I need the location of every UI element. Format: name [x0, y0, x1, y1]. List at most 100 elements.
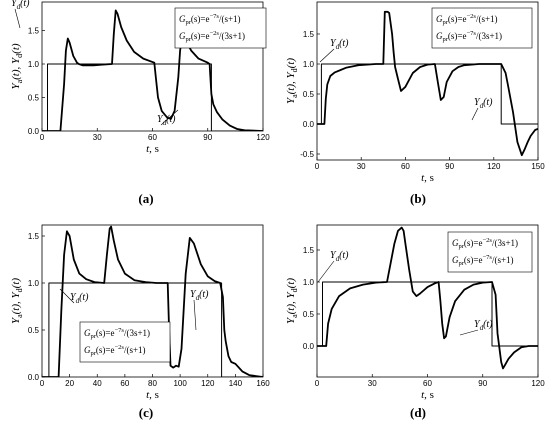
x-tick-label: 0 [315, 162, 320, 171]
annotation-leader [459, 329, 479, 336]
y-label-subscript: d [15, 288, 24, 292]
y-axis-label: Ya(t), Yd(t) [10, 278, 24, 324]
x-tick-label: 100 [173, 379, 187, 388]
x-tick-label: 90 [203, 133, 212, 142]
series-line-yd [42, 282, 263, 377]
y-label-symbol: Y [10, 290, 22, 298]
x-tick-label: 80 [148, 379, 157, 388]
legend-text: /(s+1) [492, 255, 514, 265]
annotation-subscript: d [480, 102, 484, 110]
annotation-leader [317, 260, 335, 283]
y-label-subscript: a [290, 94, 299, 98]
annotation-subscript: d [76, 297, 80, 305]
panel-caption: (d) [410, 405, 426, 420]
legend-entry: Gpr(s)=e−2s/(s+1) [84, 344, 146, 357]
legend-text: (s)=e [191, 14, 210, 24]
annotation-subscript: d [480, 324, 484, 332]
x-axis-variable: t [421, 389, 425, 401]
y-tick-label: 0.5 [28, 94, 40, 103]
y-axis-label: Ya(t), Yd(t) [10, 43, 24, 89]
x-tick-label: 90 [478, 379, 487, 388]
x-axis-unit: , s [424, 172, 434, 184]
legend-entry: Gpr(s)=e−2s/(3s+1) [452, 237, 518, 250]
y-label-subscript: d [290, 68, 299, 72]
legend-text: /(s+1) [476, 14, 498, 24]
y-label-text: (t), [10, 298, 22, 314]
annotation-leader [193, 299, 197, 331]
legend-text: (s)=e [464, 238, 483, 248]
legend-text: /(3s+1) [476, 31, 502, 41]
annotation-leader [14, 8, 21, 29]
panel-caption: (c) [139, 405, 153, 420]
x-tick-label: 60 [120, 379, 129, 388]
series-line-yd [42, 63, 263, 131]
annotation-symbol: Y [330, 38, 337, 49]
series-line-ya [317, 226, 538, 370]
legend-superscript: −2s [115, 344, 125, 351]
y-tick-label: 0.0 [28, 127, 40, 136]
y-tick-label: -0.5 [300, 150, 314, 159]
panel-caption: (a) [138, 191, 153, 206]
annotation-symbol: Y [474, 97, 481, 108]
annotation-text: (t) [483, 319, 493, 330]
annotation-symbol: Y [190, 289, 197, 300]
y-label-symbol: Y [10, 316, 22, 324]
annotation-text: (t) [20, 0, 30, 9]
y-label-symbol: Y [10, 56, 22, 64]
legend-symbol: G [179, 31, 186, 41]
legend-box [174, 7, 267, 49]
legend-text: /(3s+1) [124, 328, 150, 338]
annotation-text: (t) [339, 38, 349, 49]
yd-annotation: Yd(t) [474, 97, 493, 110]
x-axis-unit: , s [149, 389, 159, 401]
legend-superscript: −7s [210, 13, 220, 20]
legend-subscript: pr [443, 19, 449, 26]
yd-annotation: Yd(t) [330, 38, 349, 51]
legend-subscript: pr [459, 260, 465, 267]
legend-text: (s)=e [96, 328, 115, 338]
y-tick-label: 0.5 [28, 326, 40, 335]
legend-box [447, 231, 533, 273]
x-axis-variable: t [146, 389, 150, 401]
y-axis-label: Ya(t), Yd(t) [285, 278, 299, 324]
annotation-leader [59, 288, 75, 304]
y-label-text: (t) [10, 278, 22, 289]
x-axis-unit: , s [424, 389, 434, 401]
y-tick-label: 1.5 [303, 246, 315, 255]
legend-superscript: −7s [115, 327, 125, 334]
annotation-leader [319, 48, 335, 63]
y-tick-label: 1.5 [28, 232, 40, 241]
chart-panel-b: 0 30 60 90 120 150-0.50.00.51.01.5t, sYa(t), … [285, 1, 545, 206]
y-label-subscript: d [15, 54, 24, 58]
legend-subscript: pr [186, 19, 192, 26]
x-axis-label: t, s [146, 389, 159, 401]
legend-text: /(s+1) [219, 14, 241, 24]
x-tick-label: 0 [40, 379, 45, 388]
x-tick-label: 90 [445, 162, 454, 171]
legend-text: /(3s+1) [219, 31, 245, 41]
x-axis-label: t, s [146, 143, 159, 155]
x-tick-label: 40 [93, 379, 102, 388]
y-tick-label: 0.0 [303, 342, 315, 351]
legend-superscript: −2s [483, 237, 493, 244]
annotation-symbol: Y [11, 0, 18, 9]
legend-entry: Gpr(s)=e−7s/(3s+1) [84, 327, 150, 340]
legend-text: /(s+1) [124, 345, 146, 355]
x-tick-label: 160 [256, 379, 270, 388]
x-tick-label: 140 [229, 379, 243, 388]
x-tick-label: 30 [368, 379, 377, 388]
legend-superscript: −2s [210, 30, 220, 37]
legend-symbol: G [179, 14, 186, 24]
legend-subscript: pr [91, 333, 97, 340]
yd-annotation: Yd(t) [11, 0, 30, 11]
x-tick-label: 60 [423, 379, 432, 388]
y-tick-label: 1.0 [303, 60, 315, 69]
annotation-symbol: Y [157, 114, 164, 125]
y-tick-label: 1.0 [303, 278, 315, 287]
y-label-symbol: Y [10, 82, 22, 90]
yd-annotation: Yd(t) [330, 250, 349, 263]
y-label-subscript: d [290, 288, 299, 292]
x-axis-variable: t [421, 172, 425, 184]
